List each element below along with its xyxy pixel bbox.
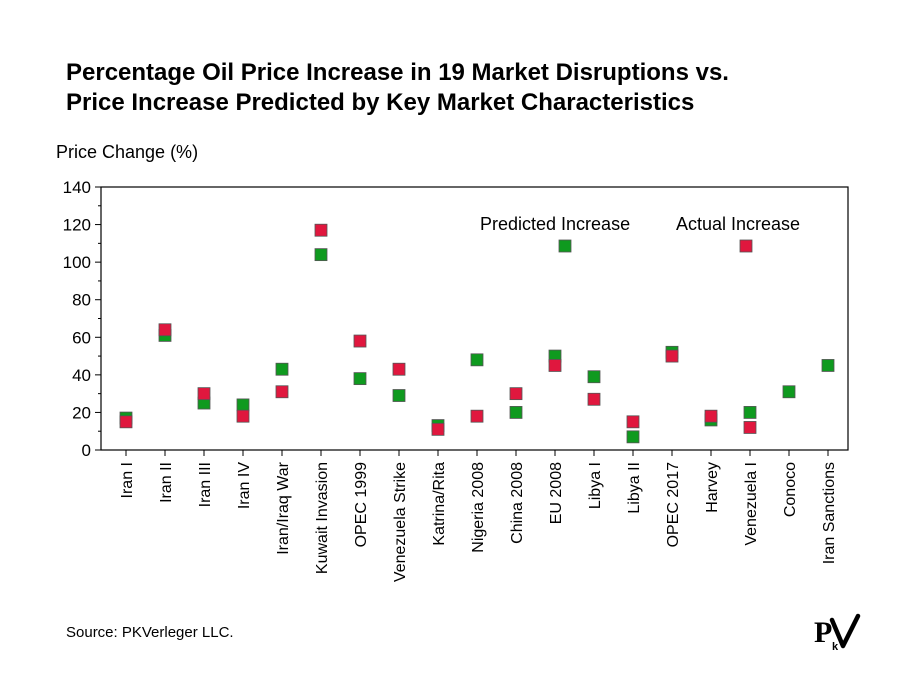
chart-title-line-2: Price Increase Predicted by Key Market C… — [66, 89, 695, 116]
actual-increase-point — [275, 385, 289, 399]
actual-increase-point — [314, 223, 328, 237]
predicted-increase-point — [470, 353, 484, 367]
x-category-label: Kuwait Invasion — [314, 462, 331, 574]
x-category-label: Iran IV — [236, 462, 253, 509]
actual-increase-point — [197, 387, 211, 401]
logo-letter-k: k — [832, 641, 839, 653]
actual-increase-point — [431, 422, 445, 436]
y-axis: 0 20 40 60 80 100 120 140 — [63, 178, 101, 460]
actual-increase-point — [704, 409, 718, 423]
y-tick-label: 120 — [63, 216, 91, 235]
predicted-increase-point — [782, 385, 796, 399]
legend: Predicted Increase Actual Increase — [480, 214, 800, 253]
logo-check-mark — [829, 613, 861, 649]
predicted-increase-point — [353, 372, 367, 386]
source-note: Source: PKVerleger LLC. — [66, 624, 234, 641]
x-category-label: Iran III — [197, 462, 214, 507]
actual-increase-point — [626, 415, 640, 429]
x-axis: Iran I Iran II Iran III Iran IV Iran/Iraq Wa… — [119, 450, 838, 582]
x-category-label: Venezuela I — [743, 462, 760, 546]
data-marks — [119, 223, 835, 444]
predicted-increase-point — [587, 370, 601, 384]
predicted-increase-point — [626, 430, 640, 444]
legend-marker — [739, 239, 753, 253]
legend-label: Actual Increase — [676, 214, 800, 234]
scatter-chart: 0 20 40 60 80 100 120 140 Iran I Iran II Iran III… — [63, 178, 849, 582]
actual-increase-point — [743, 421, 757, 434]
actual-increase-point — [587, 392, 601, 406]
y-tick-label: 0 — [82, 441, 91, 460]
x-category-label: Iran I — [119, 462, 136, 498]
actual-increase-point — [548, 359, 562, 372]
legend-marker — [558, 239, 572, 253]
x-category-label: Iran/Iraq War — [275, 461, 292, 554]
actual-increase-point — [353, 334, 367, 348]
y-tick-label: 40 — [72, 366, 91, 385]
predicted-increase-point — [743, 406, 757, 419]
y-tick-label: 140 — [63, 178, 91, 197]
chart-title-line-1: Percentage Oil Price Increase in 19 Mark… — [66, 59, 729, 86]
actual-increase-point — [119, 415, 133, 429]
x-category-label: Conoco — [782, 462, 799, 517]
x-category-label: Nigeria 2008 — [470, 462, 487, 553]
actual-increase-point — [158, 323, 172, 337]
x-category-label: Libya I — [587, 462, 604, 509]
predicted-increase-point — [275, 362, 289, 376]
chart-title: Percentage Oil Price Increase in 19 Mark… — [66, 58, 866, 118]
actual-increase-point — [665, 349, 679, 363]
y-tick-label: 60 — [72, 328, 91, 347]
legend-label: Predicted Increase — [480, 214, 630, 234]
actual-increase-point — [509, 387, 523, 401]
x-category-label: Harvey — [704, 462, 721, 513]
logo-letter-p: P — [814, 616, 832, 649]
y-tick-label: 100 — [63, 253, 91, 272]
x-category-label: Iran Sanctions — [821, 462, 838, 564]
predicted-increase-point — [314, 248, 328, 262]
actual-increase-point — [470, 409, 484, 423]
x-category-label: OPEC 1999 — [353, 462, 370, 547]
y-tick-label: 80 — [72, 291, 91, 310]
x-category-label: OPEC 2017 — [665, 462, 682, 547]
actual-increase-point — [236, 409, 250, 423]
y-axis-label: Price Change (%) — [56, 142, 199, 162]
x-category-label: Libya II — [626, 462, 643, 514]
x-category-label: Katrina/Rita — [431, 462, 448, 546]
x-category-label: Iran II — [158, 462, 175, 503]
x-category-label: China 2008 — [509, 462, 526, 544]
predicted-increase-point — [392, 389, 406, 402]
predicted-increase-point — [236, 398, 250, 412]
actual-increase-point — [392, 362, 406, 376]
predicted-increase-point — [821, 359, 835, 372]
predicted-increase-point — [509, 406, 523, 419]
x-category-label: Venezuela Strike — [392, 462, 409, 582]
x-category-label: EU 2008 — [548, 462, 565, 524]
pkverleger-logo: P k — [814, 613, 861, 653]
y-tick-label: 20 — [72, 403, 91, 422]
